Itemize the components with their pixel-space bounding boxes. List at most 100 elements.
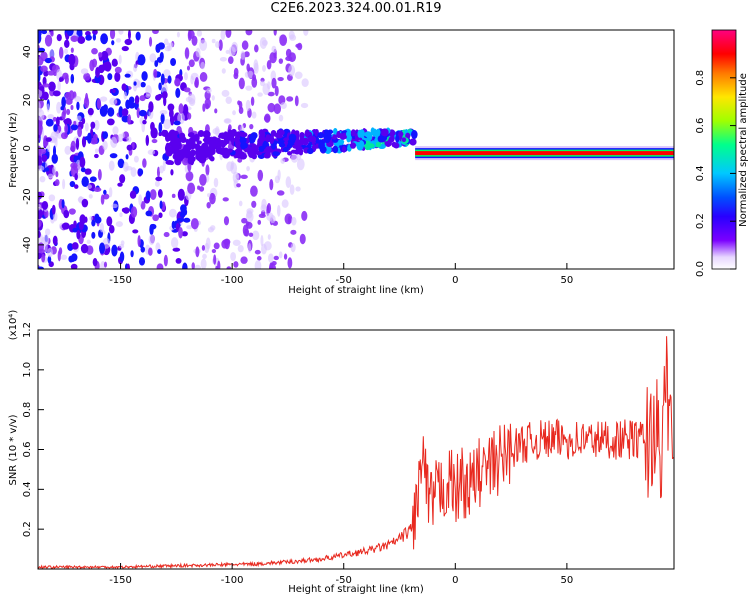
- heatmap-cell: [136, 107, 140, 119]
- heatmap-cell: [41, 253, 46, 263]
- heatmap-cell: [205, 237, 211, 250]
- heatmap-cell: [89, 137, 98, 145]
- heatmap-cell: [283, 253, 288, 260]
- heatmap-cell: [230, 134, 235, 144]
- colorbar-ticks: 0.0 0.2 0.4 0.6 0.8: [695, 70, 736, 277]
- heatmap-cell: [197, 129, 205, 137]
- heatmap-cell: [74, 96, 82, 102]
- heatmap-cell: [80, 68, 89, 75]
- heatmap-cell: [280, 102, 287, 109]
- heatmap-cell: [163, 231, 170, 238]
- heatmap-cell: [73, 155, 78, 163]
- snr-x-tick-label: 50: [561, 575, 574, 586]
- heatmap-cell: [246, 63, 250, 72]
- heatmap-cell: [206, 87, 212, 94]
- heatmap-cell: [130, 167, 137, 177]
- heatmap-cell: [251, 111, 257, 119]
- heatmap-cell: [222, 152, 228, 158]
- heatmap-cell: [198, 149, 205, 158]
- heatmap-cell: [289, 184, 295, 195]
- spectrogram-frame: [37, 29, 675, 270]
- heatmap-cell: [269, 135, 275, 144]
- heatmap-cell: [119, 174, 126, 184]
- heatmap-cell: [254, 249, 261, 255]
- spectrogram-x-tick-label: 0: [452, 275, 458, 286]
- heatmap-cell: [119, 212, 123, 218]
- heatmap-cell: [94, 213, 100, 222]
- heatmap-cell: [108, 160, 115, 171]
- heatmap-cell: [260, 132, 266, 137]
- snr-x-tick-label: 0: [452, 575, 458, 586]
- heatmap-cell: [80, 243, 89, 254]
- heatmap-cell: [38, 230, 41, 238]
- heatmap-cell: [287, 215, 291, 225]
- heatmap-cell: [142, 119, 147, 125]
- heatmap-cell: [278, 251, 283, 259]
- heatmap-cell: [167, 75, 172, 84]
- heatmap-cell: [285, 56, 293, 62]
- heatmap-cell: [246, 209, 253, 219]
- heatmap-cell: [92, 257, 98, 267]
- heatmap-cell: [94, 74, 101, 84]
- spectrogram-x-tick-label: -150: [109, 275, 132, 286]
- heatmap-cell: [41, 200, 49, 210]
- heatmap-cell: [119, 251, 125, 263]
- heatmap-cell: [64, 39, 70, 48]
- heatmap-cell: [257, 219, 262, 225]
- heatmap-cell: [266, 60, 272, 70]
- heatmap-cell: [70, 47, 74, 53]
- heatmap-cell: [221, 146, 226, 154]
- heatmap-cell: [176, 31, 180, 38]
- heatmap-cell: [158, 82, 162, 91]
- heatmap-cell: [108, 187, 113, 198]
- heatmap-cell: [89, 176, 97, 182]
- heatmap-cell: [184, 47, 190, 60]
- heatmap-cell: [239, 136, 247, 144]
- heatmap-cell: [73, 120, 77, 126]
- heatmap-cell: [411, 130, 418, 140]
- heatmap-cell: [140, 81, 146, 88]
- heatmap-cell: [70, 263, 78, 269]
- heatmap-cell: [281, 199, 289, 208]
- heatmap-cell: [102, 193, 110, 200]
- heatmap-cell: [177, 188, 185, 201]
- heatmap-cell: [175, 87, 181, 98]
- heatmap-cell: [187, 182, 196, 194]
- heatmap-cell: [213, 242, 220, 250]
- heatmap-cell: [92, 30, 98, 35]
- heatmap-cell: [291, 216, 297, 226]
- heatmap-cell: [242, 224, 249, 237]
- heatmap-cell: [115, 221, 123, 227]
- heatmap-cell: [45, 118, 54, 127]
- heatmap-cell: [163, 119, 171, 130]
- heatmap-cell: [103, 261, 108, 268]
- heatmap-cell: [38, 30, 42, 38]
- heatmap-cell: [256, 256, 262, 261]
- heatmap-cell: [301, 78, 309, 87]
- heatmap-cell: [38, 56, 44, 66]
- heatmap-cell: [178, 226, 183, 239]
- heatmap-cell: [168, 208, 177, 218]
- heatmap-cell: [107, 107, 115, 117]
- heatmap-cell: [44, 167, 50, 172]
- heatmap-cell: [38, 86, 45, 91]
- heatmap-cell: [150, 121, 155, 132]
- heatmap-cell: [190, 143, 198, 149]
- heatmap-cell: [168, 42, 174, 48]
- heatmap-cell: [102, 140, 108, 151]
- snr-x-label: Height of straight line (km): [288, 584, 424, 595]
- heatmap-cell: [287, 151, 293, 156]
- heatmap-cell: [395, 134, 400, 143]
- heatmap-cell: [183, 72, 188, 81]
- heatmap-cell: [224, 118, 231, 123]
- heatmap-cell: [111, 40, 115, 46]
- heatmap-cell: [181, 157, 189, 166]
- heatmap-cell: [38, 266, 45, 269]
- heatmap-cell: [122, 161, 129, 172]
- heatmap-cell: [248, 232, 254, 237]
- heatmap-cell: [270, 129, 277, 137]
- heatmap-cell: [240, 50, 246, 60]
- heatmap-cell: [301, 210, 308, 221]
- heatmap-cell: [148, 247, 153, 256]
- heatmap-cell: [78, 221, 84, 231]
